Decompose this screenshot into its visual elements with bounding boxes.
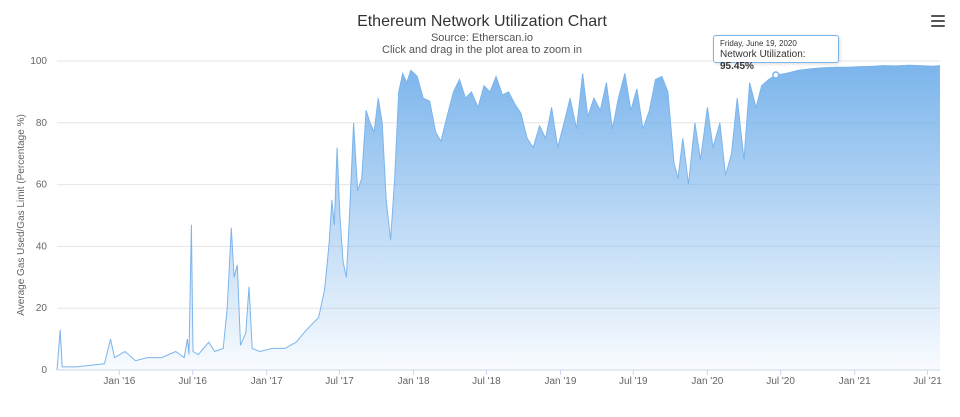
tooltip-label: Network Utilization: (720, 49, 806, 60)
y-tick-label: 100 (30, 56, 47, 67)
x-tick-label: Jan '20 (691, 376, 723, 387)
x-tick-label: Jul '16 (178, 376, 207, 387)
chart-subtitle-hint: Click and drag in the plot area to zoom … (382, 44, 582, 56)
menu-bar (931, 20, 945, 22)
x-tick-label: Jul '18 (472, 376, 501, 387)
y-tick-label: 60 (36, 180, 48, 191)
data-tooltip: Friday, June 19, 2020 Network Utilizatio… (713, 35, 839, 72)
y-tick-label: 40 (36, 241, 48, 252)
series-line (56, 64, 941, 371)
menu-bar (931, 25, 945, 27)
x-tick-label: Jul '17 (325, 376, 354, 387)
tooltip-line: Network Utilization: 95.45% (720, 49, 832, 73)
tooltip-value: 95.45% (720, 61, 754, 72)
x-tick-label: Jul '21 (913, 376, 942, 387)
x-tick-label: Jul '20 (766, 376, 795, 387)
menu-bar (931, 15, 945, 17)
tooltip-date: Friday, June 19, 2020 (720, 39, 797, 48)
x-tick-label: Jan '19 (545, 376, 577, 387)
y-tick-label: 20 (36, 303, 48, 314)
x-tick-label: Jan '17 (251, 376, 283, 387)
tooltip-point-marker[interactable] (772, 71, 780, 79)
x-axis-tick-labels: Jan '16 Jul '16 Jan '17 Jul '17 Jan '18 Jul '… (57, 369, 942, 387)
series-area (57, 65, 940, 371)
x-tick-label: Jan '18 (398, 376, 430, 387)
y-axis-tick-labels: 0 20 40 60 80 100 (30, 56, 47, 376)
x-tick-label: Jul '19 (619, 376, 648, 387)
y-tick-label: 80 (36, 118, 48, 129)
chart-title: Ethereum Network Utilization Chart (357, 13, 607, 30)
x-tick-label: Jan '16 (103, 376, 135, 387)
hamburger-menu-icon[interactable] (927, 12, 949, 34)
x-tick-label: Jan '21 (839, 376, 871, 387)
chart-subtitle-source: Source: Etherscan.io (431, 32, 533, 44)
y-axis-title: Average Gas Used/Gas Limit (Percentage %… (16, 114, 27, 316)
y-tick-label: 0 (41, 365, 47, 376)
plot-area[interactable] (56, 64, 941, 371)
